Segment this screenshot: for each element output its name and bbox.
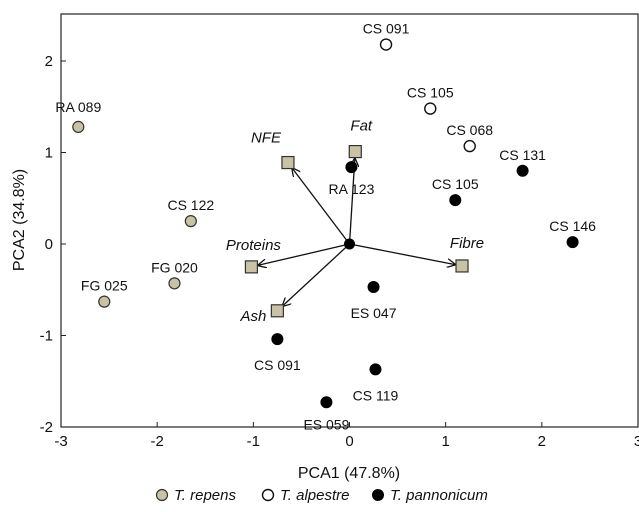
loading-arrow-proteins: [258, 243, 350, 265]
point-cs-105: [424, 102, 437, 115]
point-label: CS 122: [167, 197, 214, 213]
legend-label: T. repens: [174, 487, 236, 504]
point-cs-119: [369, 363, 382, 376]
loading-label-ash: Ash: [239, 308, 266, 325]
point-ra-089: [72, 120, 85, 133]
loading-label-proteins: Proteins: [226, 237, 282, 254]
x-tick-label: -3: [54, 433, 67, 450]
point-label: ES 059: [303, 416, 349, 432]
point-label: CS 068: [446, 122, 493, 138]
loading-label-fat: Fat: [350, 118, 373, 135]
point-cs-146: [566, 236, 579, 249]
point-label: CS 091: [254, 357, 301, 373]
legend: T. repens T. alpestre T. pannonicum: [155, 487, 488, 504]
point-label: ES 047: [351, 305, 397, 321]
loading-marker-fibre: [455, 259, 469, 273]
point-cs-068: [463, 139, 476, 153]
loading-arrow-fat: [348, 159, 355, 245]
y-tick-label: -2: [40, 419, 53, 436]
loading-label-fibre: Fibre: [450, 235, 484, 252]
loading-arrows: [258, 159, 455, 306]
point-label: CS 119: [353, 387, 399, 403]
x-tick-label: 1: [441, 433, 449, 450]
point-fg-020: [168, 277, 181, 290]
point-label: CS 105: [432, 176, 479, 192]
y-tick-label: -1: [40, 328, 53, 345]
x-tick-label: -2: [150, 433, 163, 450]
point-cs-122: [184, 215, 197, 228]
y-tick-label: 0: [45, 236, 53, 253]
point-label: CS 146: [549, 218, 596, 234]
x-tick-label: 2: [538, 433, 546, 450]
origin-point: [344, 238, 355, 250]
point-label: CS 105: [407, 85, 454, 101]
x-tick-label: -1: [247, 433, 260, 450]
point-cs-131: [516, 164, 529, 177]
point-es-059: [320, 396, 333, 409]
x-axis-label: PCA1 (47.8%): [298, 465, 400, 482]
x-tick-label: 0: [345, 433, 353, 450]
point-cs-105: [449, 194, 462, 207]
legend-marker: [155, 488, 169, 502]
point-label: RA 123: [328, 181, 374, 197]
point-label: FG 025: [81, 278, 128, 294]
point-labels: NFE Fat Proteins Fibre Ash RA 089 CS 122 FG 020…: [55, 21, 596, 433]
y-tick-label: 2: [45, 53, 53, 70]
point-label: CS 131: [499, 147, 546, 163]
legend-label: T. alpestre: [280, 487, 350, 504]
loading-marker-proteins: [244, 260, 259, 274]
x-tick-label: 3: [634, 433, 639, 450]
loading-marker-nfe: [281, 155, 295, 170]
point-label: FG 020: [151, 259, 198, 275]
loading-arrow-ash: [283, 243, 350, 306]
point-cs-091: [271, 333, 284, 346]
point-label: RA 089: [55, 99, 101, 115]
loading-marker-ash: [270, 304, 284, 318]
loading-arrow-fibre: [349, 243, 456, 265]
score-points: [72, 38, 579, 409]
loading-arrow-nfe: [292, 168, 351, 245]
legend-label: T. pannonicum: [390, 487, 488, 504]
point-es-047: [367, 281, 380, 294]
point-label: CS 091: [363, 21, 410, 37]
point-fg-025: [98, 295, 111, 308]
loading-label-nfe: NFE: [251, 130, 282, 147]
y-axis-label: PCA2 (34.8%): [11, 169, 28, 271]
point-ra-123: [345, 161, 358, 174]
y-tick-label: 1: [45, 145, 53, 162]
legend-marker: [372, 489, 384, 501]
legend-marker: [261, 488, 275, 502]
loading-marker-fat: [348, 144, 362, 159]
point-cs-091: [379, 38, 393, 51]
